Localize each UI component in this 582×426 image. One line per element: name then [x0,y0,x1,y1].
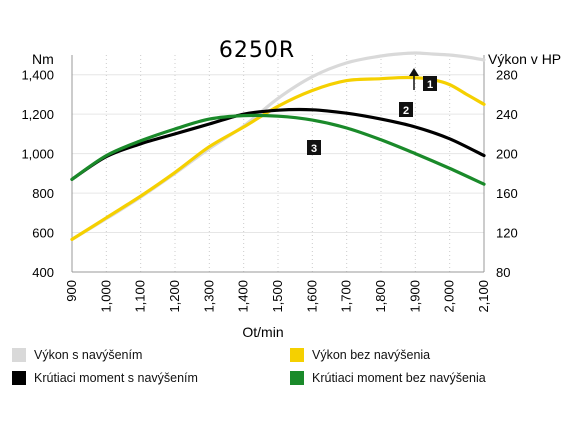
annotation-number: 1 [427,79,433,91]
legend-label: Krútiaci moment s navýšením [34,371,198,385]
tick-labels: 400 600 800 1,000 1,200 1,400 80 120 160 200 240 28… [21,68,517,313]
legend-torque-boost: Krútiaci moment s navýšením [12,371,198,385]
y-right-tick-label: 280 [496,68,518,83]
x-tick-label: 1,200 [167,280,182,313]
y-right-tick-label: 160 [496,186,518,201]
y-left-tick-label: 600 [32,226,54,241]
chart-title: 6250R [219,38,295,63]
annotation-box [399,102,413,117]
x-tick-label: 1,300 [201,280,216,313]
annotation-marker-3: 3 [307,140,321,155]
x-tick-label: 1,000 [98,280,113,313]
x-tick-label: 1,400 [236,280,251,313]
annotation-box [307,140,321,155]
legend-label: Krútiaci moment bez navýšenia [312,371,486,385]
x-tick-label: 1,100 [133,280,148,313]
y-right-tick-label: 120 [496,226,518,241]
legend-power-no-boost: Výkon bez navýšenia [290,348,430,362]
y-left-tick-label: 1,400 [21,68,54,83]
grid [71,55,485,273]
x-tick-label: 1,500 [270,280,285,313]
annotation-marker-2: 2 [399,102,413,117]
legend-label: Výkon bez navýšenia [312,348,431,362]
torque-no-boost-line [70,113,486,186]
legend-torque-no-boost: Krútiaci moment bez navýšenia [290,371,486,385]
annotation-box [423,76,437,91]
x-tick-label: 900 [64,280,79,302]
y-left-tick-label: 1,200 [21,107,54,122]
x-axis-label: Ot/min [242,324,283,340]
x-tick-label: 1,700 [339,280,354,313]
series-group [70,51,486,241]
legend-swatch [12,348,26,362]
y-right-tick-label: 240 [496,107,518,122]
y-left-tick-label: 800 [32,186,54,201]
legend-swatch [290,348,304,362]
right-axis-unit: Výkon v HP [488,51,561,67]
annotation-marker-1: 1 [423,76,437,91]
x-tick-label: 1,600 [304,280,319,313]
annotation-arrow-head [409,68,419,76]
power-no-boost-line [70,75,486,241]
x-tick-label: 2,000 [442,280,457,313]
annotation-number: 3 [311,143,317,155]
y-left-tick-label: 1,000 [21,147,54,162]
y-left-tick-label: 400 [32,265,54,280]
annotations: 1 2 3 [307,68,437,155]
legend-power-boost: Výkon s navýšením [12,348,142,362]
y-right-tick-label: 200 [496,147,518,162]
legend-swatch [12,371,26,385]
left-axis-unit: Nm [32,51,54,67]
y-right-tick-label: 80 [496,265,510,280]
torque-boost-line [70,107,486,181]
legend-swatch [290,371,304,385]
x-tick-label: 2,100 [476,280,491,313]
legend-label: Výkon s navýšením [34,348,143,362]
legend: Výkon s navýšením Výkon bez navýšenia Krút… [12,348,572,398]
annotation-number: 2 [403,105,409,117]
x-tick-label: 1,900 [407,280,422,313]
x-tick-label: 1,800 [373,280,388,313]
